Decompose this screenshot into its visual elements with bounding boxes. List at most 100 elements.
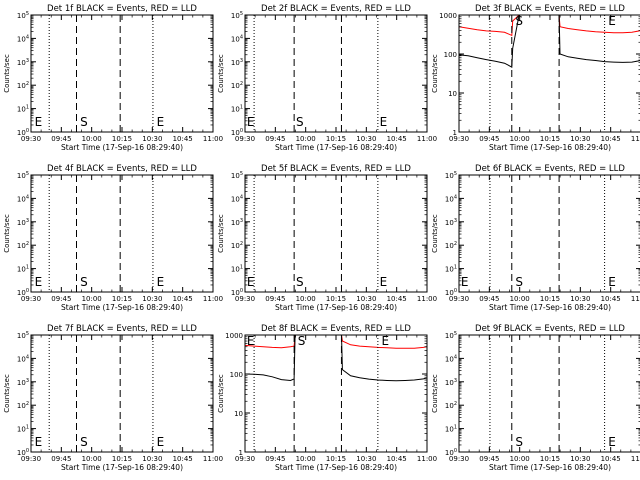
y-tick-label: 105 [17,171,29,180]
end-marker: E [608,275,616,289]
y-tick-label: 105 [17,331,29,340]
detector-plot-1: Det 1f BLACK = Events, RED = LLD 100 101 10… [3,4,223,152]
x-tick-label: 10:30 [570,295,590,303]
x-tick-label: 10:15 [112,295,132,303]
x-tick-label: 10:15 [112,455,132,463]
x-axis-label: Start Time (17-Sep-16 08:29:40) [275,143,397,152]
y-tick-label: 104 [445,354,457,363]
end-marker: E [35,275,43,289]
detector-plot-3: Det 3f BLACK = Events, RED = LLD 1 10 100 10… [431,4,640,152]
x-tick-label: 10:00 [510,455,530,463]
y-tick-label: 101 [231,265,243,274]
detector-plot-4: Det 4f BLACK = Events, RED = LLD 100 101 10… [3,164,223,312]
x-tick-label: 11:00 [417,135,437,143]
end-marker: E [608,435,616,449]
y-tick-label: 100 [445,288,457,297]
x-axis-label: Start Time (17-Sep-16 08:29:40) [61,463,183,472]
y-tick-label: 102 [231,241,243,250]
x-tick-label: 10:45 [601,295,621,303]
x-tick-label: 11:00 [631,455,640,463]
x-tick-label: 10:00 [296,295,316,303]
y-axis-label: Counts/sec [431,374,439,413]
x-tick-label: 09:30 [21,455,41,463]
x-tick-label: 09:30 [21,135,41,143]
plot-frame [30,174,214,293]
x-axis-label: Start Time (17-Sep-16 08:29:40) [61,303,183,312]
events-series-line [245,335,427,382]
x-tick-label: 10:45 [173,295,193,303]
x-axis-label: Start Time (17-Sep-16 08:29:40) [275,303,397,312]
y-tick-label: 104 [17,194,29,203]
end-marker: E [247,275,255,289]
y-tick-label: 103 [445,218,457,227]
plot-frame [244,14,428,133]
x-tick-label: 09:45 [265,135,285,143]
x-tick-label: 10:30 [356,135,376,143]
x-tick-label: 10:00 [82,135,102,143]
end-marker: E [247,115,255,129]
y-tick-label: 1000 [225,332,243,340]
y-tick-label: 1 [453,129,457,137]
y-tick-label: 103 [231,58,243,67]
x-tick-label: 10:30 [570,455,590,463]
y-tick-label: 10 [448,90,457,98]
end-marker: E [157,275,165,289]
x-tick-label: 10:00 [296,135,316,143]
detector-plot-8: Det 8f BLACK = Events, RED = LLD 1 10 100 10… [217,324,437,472]
y-axis-label: Counts/sec [431,54,439,93]
y-axis-label: Counts/sec [431,214,439,253]
end-marker: E [157,115,165,129]
y-tick-label: 102 [17,81,29,90]
plot-frame [244,334,428,453]
x-tick-label: 10:45 [173,455,193,463]
x-tick-label: 09:30 [449,295,469,303]
y-tick-label: 100 [17,128,29,137]
end-marker: E [608,14,616,28]
lld-series-line [245,335,427,349]
x-tick-label: 09:45 [479,135,499,143]
y-tick-label: 103 [17,378,29,387]
y-axis-label: Counts/sec [3,54,11,93]
end-marker: E [461,275,469,289]
y-tick-label: 102 [231,81,243,90]
end-marker: E [382,334,390,348]
detector-plot-7: Det 7f BLACK = Events, RED = LLD 100 101 10… [3,324,223,472]
start-marker: S [296,115,304,129]
x-tick-label: 11:00 [631,295,640,303]
start-marker: S [296,275,304,289]
start-marker: S [515,275,523,289]
y-tick-label: 10 [234,410,243,418]
y-tick-label: 105 [231,171,243,180]
plot-title: Det 8f BLACK = Events, RED = LLD [261,324,411,334]
x-tick-label: 10:15 [112,135,132,143]
x-tick-label: 10:45 [601,135,621,143]
y-axis-label: Counts/sec [3,214,11,253]
y-tick-label: 102 [17,401,29,410]
y-tick-label: 101 [17,105,29,114]
y-axis-label: Counts/sec [217,54,225,93]
x-tick-label: 10:45 [173,135,193,143]
y-tick-label: 103 [17,218,29,227]
x-axis-label: Start Time (17-Sep-16 08:29:40) [275,463,397,472]
x-tick-label: 09:45 [479,295,499,303]
plot-title: Det 1f BLACK = Events, RED = LLD [47,4,197,14]
x-axis-label: Start Time (17-Sep-16 08:29:40) [61,143,183,152]
end-marker: E [380,115,388,129]
detector-plot-6: Det 6f BLACK = Events, RED = LLD 100 101 10… [431,164,640,312]
y-tick-label: 100 [17,448,29,457]
plot-frame [244,174,428,293]
x-tick-label: 11:00 [203,295,223,303]
plot-title: Det 7f BLACK = Events, RED = LLD [47,324,197,334]
end-marker: E [247,334,255,348]
x-tick-label: 09:45 [51,295,71,303]
y-tick-label: 101 [17,265,29,274]
x-tick-label: 11:00 [203,135,223,143]
plot-title: Det 9f BLACK = Events, RED = LLD [475,324,625,334]
plot-title: Det 6f BLACK = Events, RED = LLD [475,164,625,174]
x-tick-label: 10:00 [510,295,530,303]
y-tick-label: 100 [231,128,243,137]
plot-title: Det 3f BLACK = Events, RED = LLD [475,4,625,14]
plot-frame [30,334,214,453]
x-tick-label: 10:15 [326,295,346,303]
plot-title: Det 2f BLACK = Events, RED = LLD [261,4,411,14]
